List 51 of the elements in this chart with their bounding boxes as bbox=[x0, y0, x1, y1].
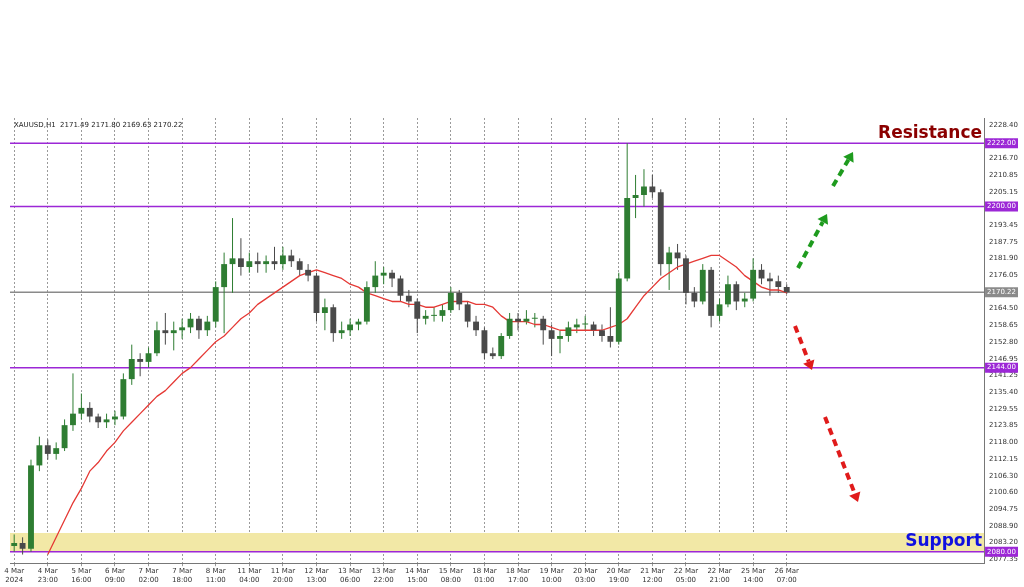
candlestick bbox=[733, 280, 740, 311]
candlestick bbox=[557, 329, 563, 354]
candlestick bbox=[766, 272, 773, 297]
candlestick bbox=[565, 321, 572, 343]
candlestick bbox=[456, 289, 463, 311]
candlestick bbox=[137, 352, 144, 377]
annotation: Support bbox=[905, 529, 983, 550]
candlestick bbox=[237, 237, 244, 277]
candlestick bbox=[170, 321, 177, 351]
candlestick bbox=[254, 252, 261, 274]
candlestick bbox=[154, 321, 160, 357]
candlestick bbox=[498, 332, 505, 360]
candlestick bbox=[506, 312, 513, 340]
candlestick bbox=[607, 306, 614, 348]
candlestick bbox=[128, 344, 135, 386]
candlestick bbox=[204, 315, 211, 337]
candlestick bbox=[70, 372, 76, 432]
candlestick bbox=[179, 318, 186, 340]
candlestick bbox=[582, 315, 589, 331]
candlestick bbox=[279, 246, 286, 271]
candlestick bbox=[481, 326, 488, 360]
candlestick bbox=[641, 168, 647, 208]
candlestick bbox=[548, 324, 555, 357]
candlestick bbox=[414, 298, 421, 334]
candlestick bbox=[649, 174, 656, 199]
annotation: Resistance bbox=[878, 122, 983, 143]
candlestick bbox=[666, 246, 673, 291]
candlestick bbox=[263, 254, 270, 274]
candlestick bbox=[36, 436, 43, 472]
candlestick bbox=[321, 298, 328, 331]
candlestick bbox=[86, 401, 93, 423]
candlestick bbox=[447, 286, 454, 314]
candlestick bbox=[464, 300, 471, 328]
candlestick bbox=[246, 252, 253, 274]
candlestick bbox=[540, 315, 547, 346]
candlestick bbox=[372, 260, 379, 294]
candlestick bbox=[431, 306, 437, 323]
candlestick bbox=[347, 318, 354, 337]
candlestick bbox=[162, 312, 169, 346]
candlestick bbox=[78, 393, 85, 420]
candlestick bbox=[691, 286, 698, 308]
candlestick bbox=[305, 263, 312, 282]
candlestick bbox=[61, 418, 68, 452]
candlestick bbox=[221, 252, 228, 334]
candlestick bbox=[599, 324, 605, 343]
candlestick bbox=[195, 315, 202, 340]
candlestick bbox=[44, 439, 51, 461]
candlestick bbox=[632, 174, 639, 219]
candlestick bbox=[515, 312, 521, 331]
candlestick bbox=[473, 315, 479, 337]
candlestick bbox=[725, 275, 731, 308]
